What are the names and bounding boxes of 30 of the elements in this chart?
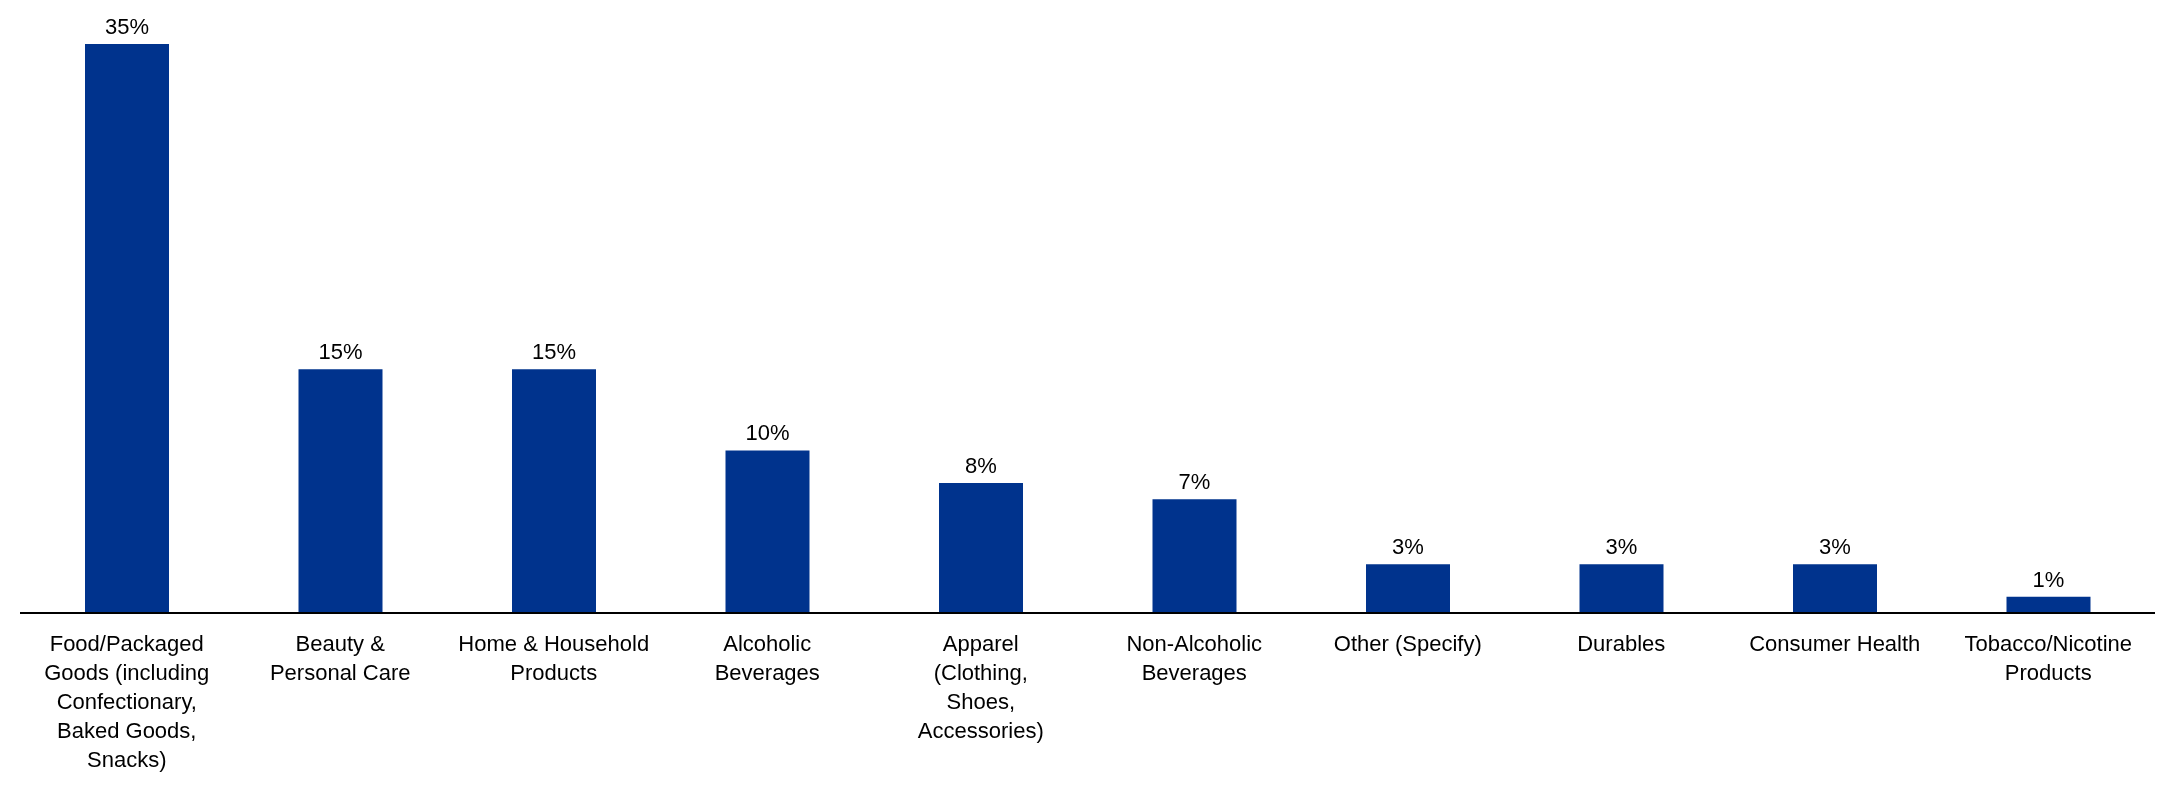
data-label: 35% xyxy=(104,14,150,39)
bar xyxy=(1152,499,1237,613)
x-tick-label: Other (Specify) xyxy=(1333,631,1482,656)
x-tick-label: Food/Packaged Goods (including Confectionary, Baked Goods, Snacks) xyxy=(44,631,210,772)
bar xyxy=(298,369,383,613)
x-tick-label: Beauty & Personal Care xyxy=(269,631,411,685)
bar xyxy=(1579,564,1664,613)
bar xyxy=(725,450,810,613)
bar xyxy=(939,482,1023,613)
x-tick-label: Alcoholic Beverages xyxy=(714,631,820,685)
x-tick-label: Consumer Health xyxy=(1749,631,1921,656)
x-tick-label: Apparel (Clothing, Shoes, Accessories) xyxy=(917,631,1044,743)
x-tick-label: Non-Alcoholic Beverages xyxy=(1126,631,1263,685)
x-tick-label: Durables xyxy=(1577,631,1666,656)
data-label: 3% xyxy=(1819,534,1851,560)
data-label: 10% xyxy=(745,420,790,446)
data-label: 3% xyxy=(1392,534,1424,560)
bar xyxy=(2006,596,2091,613)
data-label: 1% xyxy=(2032,566,2065,592)
data-label: 15% xyxy=(531,339,577,365)
data-label: 7% xyxy=(1178,469,1211,495)
bar xyxy=(1793,564,1877,613)
bar xyxy=(1366,564,1450,613)
bar xyxy=(85,44,169,613)
data-label: 15% xyxy=(318,339,363,365)
data-label: 3% xyxy=(1605,534,1638,560)
data-label: 8% xyxy=(965,452,997,478)
x-tick-label: Home & Household Products xyxy=(458,631,650,685)
x-tick-label: Tobacco/Nicotine Products xyxy=(1964,631,2133,685)
bar xyxy=(512,369,596,613)
